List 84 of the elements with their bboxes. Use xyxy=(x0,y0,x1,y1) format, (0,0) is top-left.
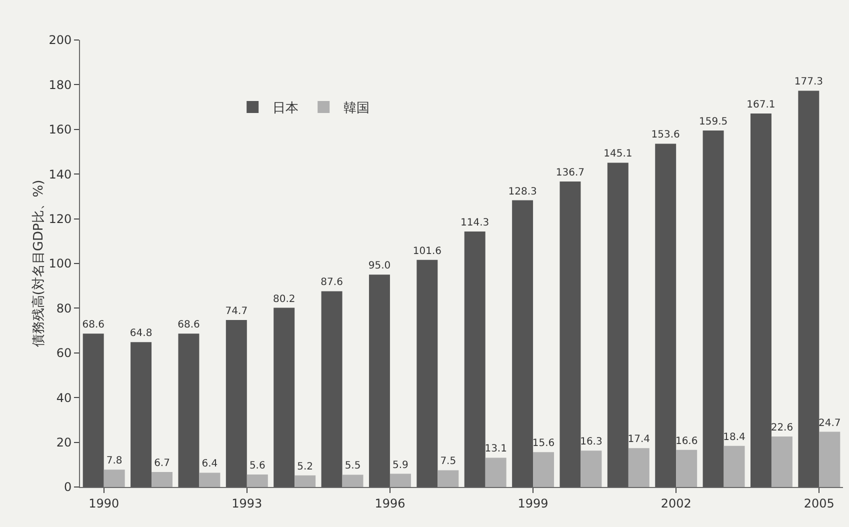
data-label: 22.6 xyxy=(770,422,794,434)
bar xyxy=(676,450,698,487)
x-tick-label: 1996 xyxy=(374,496,406,510)
bar xyxy=(560,181,581,487)
y-tick-label: 60 xyxy=(56,346,72,360)
bar xyxy=(607,162,628,487)
data-label: 5.6 xyxy=(249,460,266,472)
bar xyxy=(485,458,506,487)
bar xyxy=(819,432,840,487)
bar xyxy=(798,90,820,487)
data-label: 167.1 xyxy=(746,100,776,111)
data-label: 7.8 xyxy=(106,456,122,467)
y-tick-label: 140 xyxy=(48,167,72,182)
y-tick-label: 120 xyxy=(48,212,72,226)
y-tick-label: 200 xyxy=(48,33,72,48)
bar xyxy=(724,446,745,487)
x-tick-label: 1999 xyxy=(518,496,548,510)
y-tick-label: 180 xyxy=(48,78,72,92)
bar xyxy=(464,232,486,487)
y-tick-label: 40 xyxy=(56,390,72,405)
bar xyxy=(294,475,316,487)
y-tick-label: 160 xyxy=(48,122,72,137)
data-label: 6.4 xyxy=(202,458,218,470)
data-label: 24.7 xyxy=(818,418,841,429)
data-label: 5.2 xyxy=(297,461,314,472)
data-label: 136.7 xyxy=(556,167,585,178)
bar xyxy=(628,448,650,487)
data-label: 5.5 xyxy=(344,460,361,472)
data-label: 101.6 xyxy=(412,246,442,257)
data-label: 74.7 xyxy=(225,306,248,318)
data-label: 64.8 xyxy=(130,328,152,340)
bar xyxy=(226,320,247,487)
bar xyxy=(104,470,125,487)
data-label: 128.3 xyxy=(508,186,537,198)
bar xyxy=(655,144,676,487)
bar xyxy=(152,472,173,487)
bar xyxy=(512,200,534,487)
x-tick-label: 1993 xyxy=(232,496,262,510)
bar xyxy=(246,474,268,487)
y-tick-label: 20 xyxy=(56,436,72,450)
bar xyxy=(533,452,554,487)
bar xyxy=(274,308,295,487)
bar xyxy=(438,470,459,487)
x-tick-label: 1990 xyxy=(88,496,120,510)
y-axis-title: 債務残高(対名目GDP比、%) xyxy=(30,180,47,348)
y-tick-label: 0 xyxy=(64,480,72,494)
bar xyxy=(580,450,602,487)
x-tick-label: 2005 xyxy=(804,496,834,510)
y-tick-label: 80 xyxy=(56,301,72,316)
bar xyxy=(130,342,152,487)
data-label: 87.6 xyxy=(320,277,343,288)
data-label: 68.6 xyxy=(82,320,104,331)
bar xyxy=(416,260,438,487)
data-label: 177.3 xyxy=(794,76,823,88)
data-label: 95.0 xyxy=(368,260,391,272)
data-label: 153.6 xyxy=(651,130,680,141)
bar xyxy=(82,334,104,487)
bar xyxy=(199,472,220,487)
legend-label: 韓国 xyxy=(344,101,370,116)
data-label: 80.2 xyxy=(272,294,296,305)
bar xyxy=(321,291,342,487)
bar xyxy=(178,334,200,487)
bar xyxy=(342,474,364,487)
bar xyxy=(390,474,411,487)
data-label: 16.6 xyxy=(675,436,698,447)
data-label: 145.1 xyxy=(604,148,632,160)
data-label: 6.7 xyxy=(154,458,170,470)
data-label: 13.1 xyxy=(484,444,507,455)
y-tick-label: 100 xyxy=(48,256,72,271)
data-label: 7.5 xyxy=(440,456,456,468)
data-label: 68.6 xyxy=(178,320,200,331)
bar xyxy=(368,274,390,487)
bar xyxy=(702,130,724,487)
data-label: 15.6 xyxy=(532,438,555,450)
legend-label: 日本 xyxy=(272,101,299,116)
data-label: 16.3 xyxy=(580,436,602,448)
data-label: 5.9 xyxy=(392,460,408,471)
data-label: 18.4 xyxy=(723,432,746,443)
x-tick-label: 2002 xyxy=(660,496,692,510)
data-label: 159.5 xyxy=(698,116,728,128)
bar xyxy=(750,114,772,487)
data-label: 17.4 xyxy=(628,434,650,446)
bar xyxy=(771,436,792,487)
data-label: 114.3 xyxy=(460,218,490,229)
